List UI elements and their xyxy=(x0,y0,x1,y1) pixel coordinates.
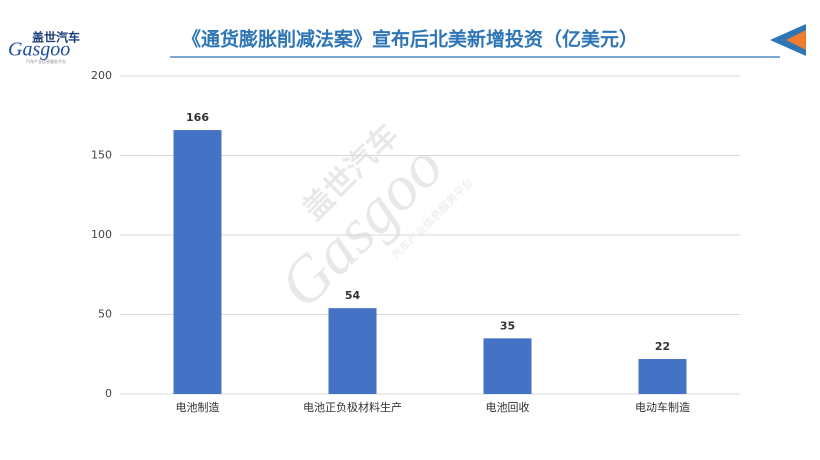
logo-brand: Gasgoo xyxy=(8,39,70,61)
deco-arrow-accent xyxy=(786,30,806,50)
logo-slogan: 汽车产业信息服务平台 xyxy=(26,58,66,64)
y-tick-label: 150 xyxy=(91,149,112,162)
y-tick-label: 100 xyxy=(91,228,112,241)
watermark: 盖世汽车 Gasgoo 汽车产业信息服务平台 xyxy=(265,118,476,321)
x-tick-label: 电动车制造 xyxy=(635,400,690,414)
bar xyxy=(328,308,377,394)
y-tick-label: 50 xyxy=(98,308,112,321)
value-label: 35 xyxy=(500,319,515,332)
value-label: 54 xyxy=(345,289,361,302)
chart-title: 《通货膨胀削减法案》宣布后北美新增投资（亿美元） xyxy=(182,28,638,51)
bar xyxy=(173,130,222,394)
logo-name: 盖世汽车 xyxy=(32,30,80,45)
y-tick-label: 200 xyxy=(91,69,112,82)
bar xyxy=(483,338,532,394)
bar xyxy=(638,359,687,394)
value-label: 22 xyxy=(655,340,670,353)
x-tick-label: 电池正负极材料生产 xyxy=(303,400,402,414)
value-label: 166 xyxy=(186,111,209,124)
x-tick-label: 电池回收 xyxy=(486,400,530,414)
logo: 盖世汽车 Gasgoo 汽车产业信息服务平台 xyxy=(8,30,80,65)
x-tick-label: 电池制造 xyxy=(176,400,220,414)
y-tick-label: 0 xyxy=(105,387,112,400)
